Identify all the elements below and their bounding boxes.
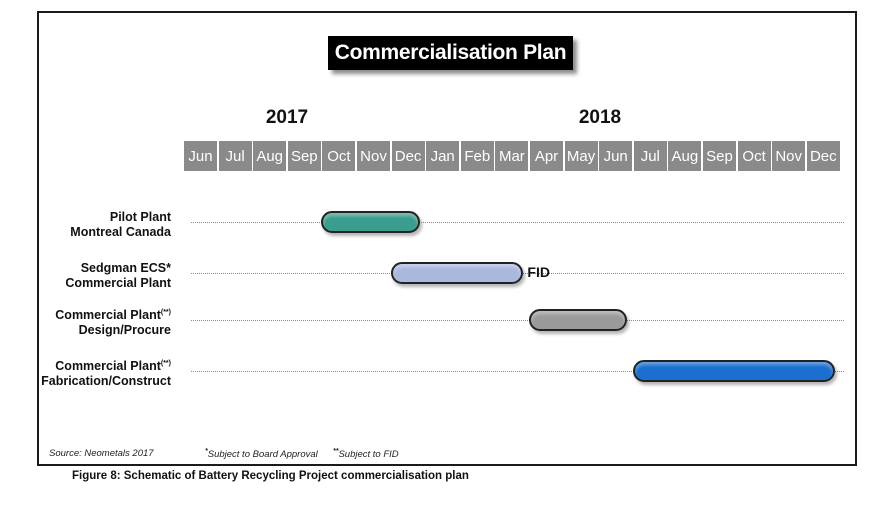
footnote-fid: **Subject to FID — [333, 448, 399, 460]
month-cell: Jun — [184, 141, 217, 171]
month-cell: Jan — [426, 141, 460, 171]
fid-marker-label: FID — [527, 264, 550, 280]
month-cell: May — [564, 141, 598, 171]
task-label-line2: Design/Procure — [78, 323, 171, 338]
month-cell: Feb — [460, 141, 494, 171]
task-label: Commercial Plant(**) Design/Procure — [55, 305, 171, 338]
month-cell: Jul — [218, 141, 252, 171]
year-label-2018: 2018 — [578, 107, 622, 128]
row-guide-line — [191, 371, 844, 372]
month-cell: Mar — [495, 141, 529, 171]
month-cell: Oct — [322, 141, 356, 171]
footnote-board-approval: *Subject to Board Approval — [205, 448, 318, 460]
footnote-mark: * — [205, 448, 208, 455]
timeline-bar — [390, 262, 524, 284]
task-label: Pilot Plant Montreal Canada — [70, 207, 171, 240]
footnote-text: Subject to Board Approval — [207, 449, 318, 461]
task-label-line1: Commercial Plant — [55, 359, 161, 374]
gantt-chart-frame: Commercialisation Plan 2017 2018 Jun Jul A… — [37, 11, 857, 466]
timeline-bar — [529, 309, 628, 331]
task-label: Sedgman ECS* Commercial Plant — [65, 258, 171, 291]
month-cell: Nov — [357, 141, 390, 171]
task-label-line2: Commercial Plant — [65, 276, 171, 291]
task-label-line1: Pilot Plant — [109, 210, 171, 225]
task-label-superscript: (**) — [160, 309, 171, 316]
month-cell: Aug — [668, 141, 702, 171]
task-label-line2: Fabrication/Construct — [41, 374, 171, 389]
month-cell: Dec — [391, 141, 425, 171]
month-cell: Sep — [703, 141, 736, 171]
chart-title: Commercialisation Plan — [328, 36, 573, 70]
figure-caption: Figure 8: Schematic of Battery Recycling… — [72, 470, 469, 482]
month-cell: Nov — [772, 141, 806, 171]
task-label-line2: Montreal Canada — [70, 225, 171, 240]
timeline-bar — [632, 360, 835, 382]
month-cell: Jul — [633, 141, 667, 171]
footnote-mark: ** — [333, 448, 339, 455]
timeline-bar — [321, 211, 420, 233]
task-label-line1: Commercial Plant — [55, 308, 161, 323]
month-cell: Jun — [599, 141, 633, 171]
month-cell: Aug — [253, 141, 287, 171]
row-guide-line — [191, 222, 844, 223]
task-label-superscript: (**) — [160, 360, 171, 367]
task-label-line1: Sedgman ECS* — [80, 261, 171, 276]
source-note: Source: Neometals 2017 — [49, 448, 154, 459]
footnote-text: Subject to FID — [338, 449, 399, 461]
month-cell: Apr — [530, 141, 563, 171]
month-cell: Sep — [287, 141, 321, 171]
row-guide-line — [191, 320, 844, 321]
month-cell: Oct — [737, 141, 771, 171]
task-label: Commercial Plant(**) Fabrication/Construc… — [41, 356, 171, 389]
month-cell: Dec — [806, 141, 840, 171]
year-label-2017: 2017 — [265, 107, 309, 128]
